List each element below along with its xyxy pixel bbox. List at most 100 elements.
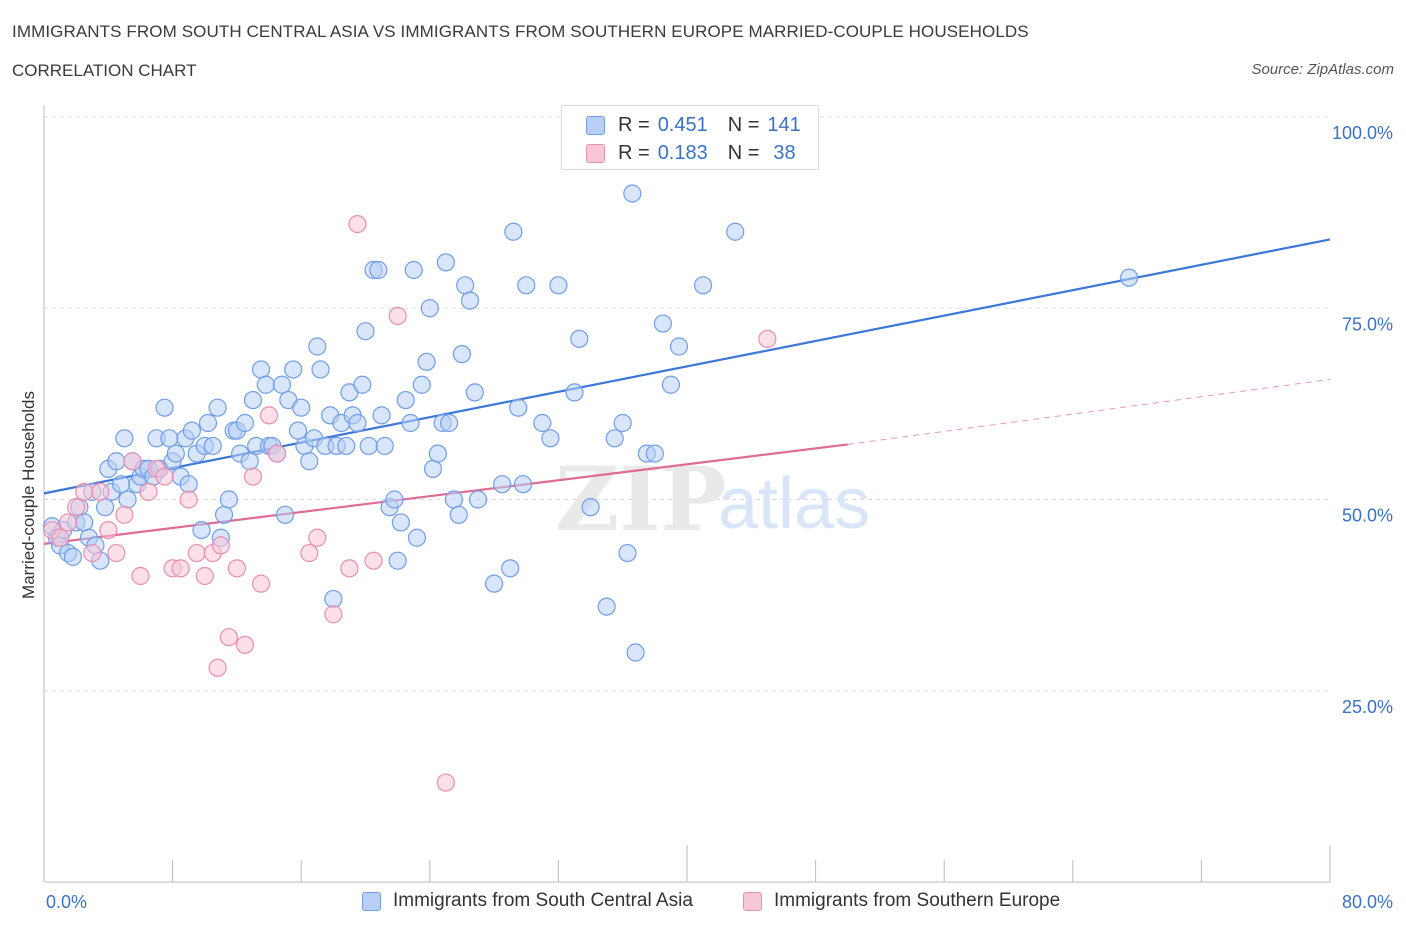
bottom-legend-swatch-blue	[362, 891, 381, 911]
data-point-southern-europe	[83, 543, 102, 563]
legend-row-southern-europe: R = 0.183 N = 38	[586, 141, 796, 165]
data-point-south-central-asia	[251, 360, 271, 379]
data-point-south-central-asia	[541, 429, 560, 448]
data-point-south-central-asia	[613, 413, 632, 433]
data-point-south-central-asia	[356, 322, 375, 341]
data-point-south-central-asia	[112, 475, 131, 494]
data-point-south-central-asia	[324, 589, 343, 609]
data-point-south-central-asia	[292, 398, 311, 417]
data-point-south-central-asia	[166, 444, 185, 463]
legend-r-label: R =	[618, 141, 650, 164]
data-point-southern-europe	[227, 559, 246, 578]
x-tick-label: 80.0%	[1342, 892, 1393, 912]
bottom-legend-label: Immigrants from South Central Asia	[393, 890, 693, 911]
legend-swatch-blue	[586, 115, 605, 135]
data-point-south-central-asia	[337, 436, 356, 456]
data-point-south-central-asia	[359, 436, 378, 456]
bottom-legend-south-central-asia: Immigrants from South Central Asia	[362, 890, 693, 912]
chart-title: IMMIGRANTS FROM SOUTH CENTRAL ASIA VS IM…	[12, 22, 1029, 41]
tick-labels: 100.0% 75.0% 50.0% 25.0% 0.0% 80.0%	[46, 123, 1393, 912]
data-point-south-central-asia	[160, 429, 179, 448]
data-point-south-central-asia	[372, 406, 391, 425]
data-point-south-central-asia	[428, 444, 447, 463]
watermark-zip: ZIP	[555, 447, 727, 551]
data-point-south-central-asia	[192, 520, 211, 540]
data-point-southern-europe	[50, 528, 70, 547]
data-point-south-central-asia	[570, 329, 589, 348]
legend-r-value: 0.451	[657, 113, 708, 136]
data-point-southern-europe	[171, 559, 190, 578]
data-point-southern-europe	[243, 467, 263, 486]
y-axis-label: Married-couple Households	[19, 391, 38, 599]
data-point-south-central-asia	[565, 383, 584, 402]
data-point-south-central-asia	[645, 444, 664, 463]
data-point-south-central-asia	[219, 490, 238, 509]
data-point-south-central-asia	[240, 452, 259, 471]
data-point-south-central-asia	[243, 390, 263, 410]
data-point-south-central-asia	[452, 345, 472, 364]
data-point-southern-europe	[211, 536, 230, 555]
y-tick-label: 75.0%	[1342, 314, 1393, 334]
data-point-south-central-asia	[115, 429, 134, 448]
data-point-south-central-asia	[308, 337, 327, 356]
legend-r-value: 0.183	[657, 141, 708, 164]
data-point-south-central-asia	[256, 375, 275, 394]
data-point-south-central-asia	[75, 513, 94, 532]
data-point-south-central-asia	[118, 490, 137, 509]
data-point-south-central-asia	[517, 276, 536, 295]
data-point-southern-europe	[364, 551, 383, 570]
data-point-southern-europe	[308, 528, 327, 547]
legend-swatch-pink	[586, 143, 605, 163]
bottom-legend-swatch-pink	[743, 891, 762, 911]
data-point-south-central-asia	[288, 421, 308, 440]
data-point-south-central-asia	[417, 352, 436, 371]
data-point-south-central-asia	[420, 299, 439, 318]
source-label: Source: ZipAtlas.com	[1251, 61, 1394, 78]
y-tick-label: 100.0%	[1332, 123, 1393, 143]
data-point-south-central-asia	[444, 490, 464, 509]
y-tick-label: 50.0%	[1342, 506, 1393, 526]
data-point-south-central-asia	[504, 222, 523, 241]
data-point-south-central-asia	[300, 452, 319, 471]
data-point-south-central-asia	[391, 513, 410, 532]
trend-line-southern-europe	[43, 443, 848, 545]
data-point-south-central-asia	[465, 383, 484, 402]
data-point-southern-europe	[139, 482, 158, 501]
data-point-south-central-asia	[513, 475, 533, 494]
data-point-southern-europe	[179, 490, 198, 509]
data-point-southern-europe	[99, 520, 118, 540]
data-point-south-central-asia	[669, 337, 689, 356]
data-point-south-central-asia	[533, 413, 552, 433]
data-point-south-central-asia	[456, 276, 475, 295]
data-point-south-central-asia	[404, 260, 423, 280]
data-point-south-central-asia	[623, 184, 642, 203]
data-point-southern-europe	[115, 505, 134, 524]
trend-line-extension-southern-europe	[847, 378, 1331, 445]
data-point-south-central-asia	[597, 597, 616, 616]
data-point-south-central-asia	[581, 498, 600, 517]
data-point-south-central-asia	[276, 505, 295, 524]
data-point-south-central-asia	[726, 222, 745, 241]
data-point-southern-europe	[187, 543, 206, 563]
data-point-south-central-asia	[63, 547, 83, 566]
data-point-south-central-asia	[284, 360, 303, 379]
data-point-south-central-asia	[385, 490, 404, 509]
data-point-southern-europe	[235, 635, 255, 654]
data-point-south-central-asia	[311, 360, 330, 379]
x-tick-label: 0.0%	[46, 892, 87, 912]
data-point-south-central-asia	[107, 452, 126, 471]
data-point-southern-europe	[107, 543, 126, 563]
data-point-south-central-asia	[1119, 268, 1139, 287]
data-point-south-central-asia	[272, 375, 292, 394]
data-point-south-central-asia	[485, 574, 504, 593]
watermark-atlas: atlas	[718, 464, 870, 544]
data-point-south-central-asia	[388, 551, 407, 570]
bottom-legend-label: Immigrants from Southern Europe	[774, 890, 1061, 911]
data-point-south-central-asia	[401, 413, 420, 433]
data-point-south-central-asia	[348, 413, 367, 433]
data-point-southern-europe	[67, 498, 86, 517]
data-point-south-central-asia	[95, 498, 115, 517]
data-point-south-central-asia	[468, 490, 488, 509]
data-point-south-central-asia	[423, 459, 443, 478]
data-point-southern-europe	[123, 452, 142, 471]
